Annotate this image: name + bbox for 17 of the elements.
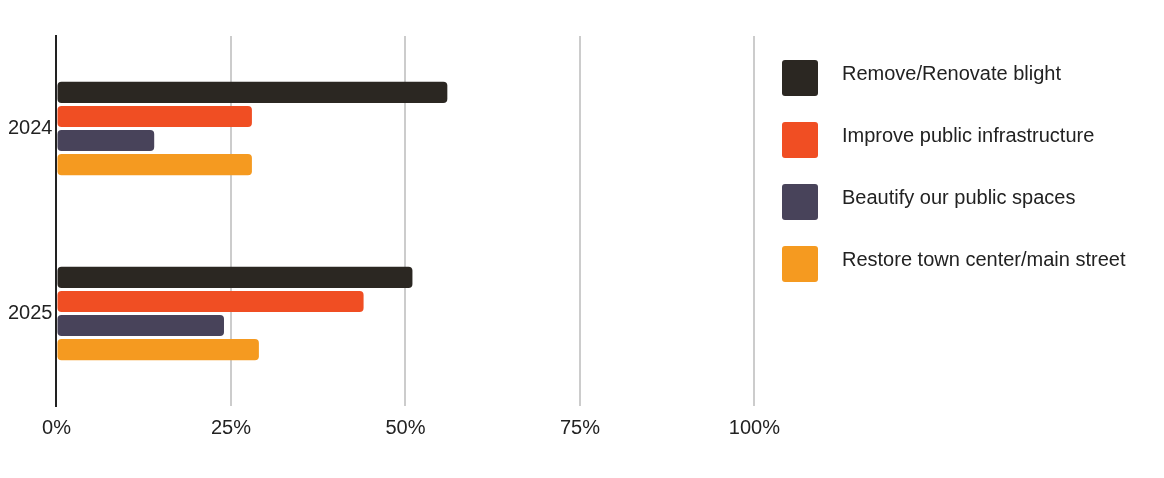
legend-label: Restore town center/main street (842, 247, 1127, 270)
y-tick-label: 2025 (7, 301, 53, 324)
x-tick-label: 100% (728, 415, 781, 438)
x-tick-label: 0% (42, 415, 72, 438)
bar (57, 105, 252, 128)
bar (57, 290, 364, 313)
legend-label: Beautify our public spaces (842, 185, 1077, 208)
bar (57, 338, 259, 361)
x-tick-label: 50% (385, 415, 426, 438)
legend-label: Improve public infrastructure (842, 123, 1096, 146)
bar (57, 153, 252, 176)
y-tick-label: 2024 (7, 116, 53, 139)
legend-label: Remove/Renovate blight (842, 61, 1062, 84)
x-tick-label: 75% (559, 415, 601, 438)
bar (57, 314, 224, 337)
bar (57, 129, 155, 152)
x-tick-label: 25% (210, 415, 252, 438)
